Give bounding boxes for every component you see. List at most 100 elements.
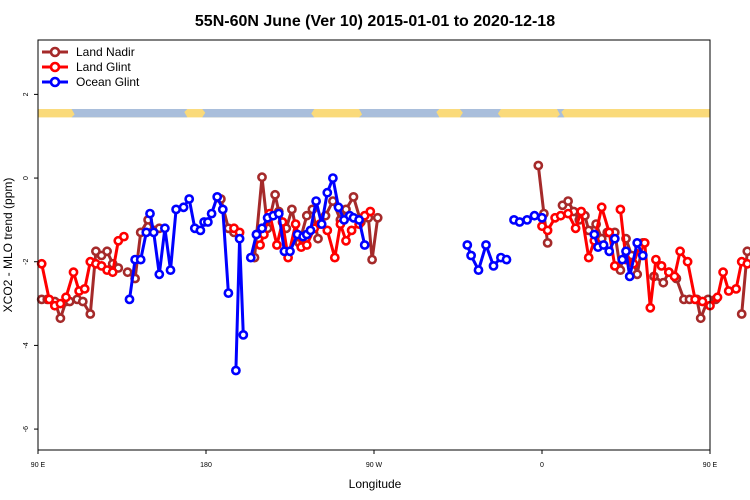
x-tick-label: 180 [200,462,212,469]
land-nadir-point [102,246,112,257]
land-glint-point [596,202,607,213]
ocean-glint-point [354,214,364,225]
ocean-glint-line [234,237,245,371]
land-glint-point [576,206,587,217]
land-glint-point [639,237,650,248]
land-glint-point [615,204,626,215]
land-nadir-point [542,237,553,248]
land-glint-point [341,235,351,246]
ocean-glint-point [206,208,217,219]
y-tick-label: -6 [23,426,30,432]
y-tick-label: 2 [23,92,30,96]
land-nadir-point [367,254,377,265]
land-glint-point [365,206,376,217]
ocean-glint-point [466,250,476,261]
ocean-glint-point [529,210,540,221]
ocean-glint-point [124,294,135,305]
legend-marker-land-glint [49,61,61,73]
land-glint-point [290,219,301,229]
land-glint-point [718,267,728,278]
land-glint-point [61,292,71,303]
ocean-glint-point [589,229,600,240]
y-tick-label: -2 [23,259,30,265]
map-strip-ocean [71,109,188,118]
ocean-glint-point [501,254,512,265]
land-nadir-point [55,313,66,324]
legend-label-land-glint: Land Glint [76,60,131,74]
land-glint-point [255,240,265,250]
y-axis-label: XCO2 - MLO trend (ppm) [1,178,15,313]
ocean-glint-point [217,204,228,215]
ocean-glint-point [305,225,316,236]
land-glint-point [55,298,66,309]
land-nadir-point [301,210,312,221]
land-glint-point [542,225,553,236]
land-glint-point [675,246,685,257]
ocean-glint-point [537,212,547,223]
land-nadir-point [736,309,747,319]
ocean-glint-point [473,265,484,275]
land-glint-point [656,260,667,271]
land-glint-point [107,267,118,278]
land-glint-point [563,208,573,219]
land-glint-point [697,296,708,307]
land-glint-point [79,283,90,294]
ocean-glint-point [311,196,321,206]
land-glint-point [44,294,55,305]
ocean-glint-point [154,269,165,280]
map-strip-ocean [202,109,315,118]
legend-marker-ocean-glint [49,76,61,88]
map-strip [38,109,710,118]
ocean-glint-point [159,223,170,234]
x-tick-label: 90 W [366,462,383,469]
land-nadir-point [270,189,280,200]
x-axis-label: Longitude [349,477,402,491]
ocean-glint-point [617,254,628,265]
land-glint-point [731,283,741,294]
land-glint-point [301,240,312,250]
land-nadir-point [658,277,669,288]
ocean-glint-point [223,288,234,298]
ocean-glint-point [195,225,206,236]
land-glint-point [329,252,340,263]
ocean-glint-point [632,237,643,248]
ocean-glint-point [624,271,635,282]
ocean-glint-point [273,208,284,219]
ocean-glint-line [148,197,201,276]
land-glint-point [583,252,594,263]
ocean-glint-point [285,246,295,257]
y-tick-label: 0 [23,176,30,180]
land-nadir-point [348,191,359,202]
ocean-glint-point [251,229,262,240]
ocean-glint-point [609,233,620,244]
ocean-glint-point [184,194,195,204]
land-nadir-point [77,296,88,307]
ocean-glint-point [322,187,333,198]
land-nadir-point [286,204,297,215]
land-nadir-point [632,269,643,280]
ocean-glint-point [234,233,245,244]
ocean-glint-point [604,246,615,257]
land-glint-point [570,223,581,234]
ocean-glint-point [522,214,532,225]
series-layer [36,160,750,376]
ocean-glint-point [621,246,631,257]
ocean-glint-point [145,208,155,219]
land-glint-point [742,258,750,269]
legend-label-land-nadir: Land Nadir [76,45,135,59]
ocean-glint-point [481,240,491,250]
x-tick-label: 90 E [703,462,718,469]
land-glint-point [119,231,129,242]
ocean-glint-point [178,202,189,213]
land-nadir-point [533,160,544,171]
land-nadir-point [257,172,267,183]
land-nadir-point [85,309,96,319]
ocean-glint-point [230,365,241,376]
land-nadir-point [563,196,573,206]
legend-marker-land-nadir [49,46,61,58]
land-glint-point [651,254,661,265]
land-glint-point [682,256,693,267]
ocean-glint-point [316,219,327,229]
